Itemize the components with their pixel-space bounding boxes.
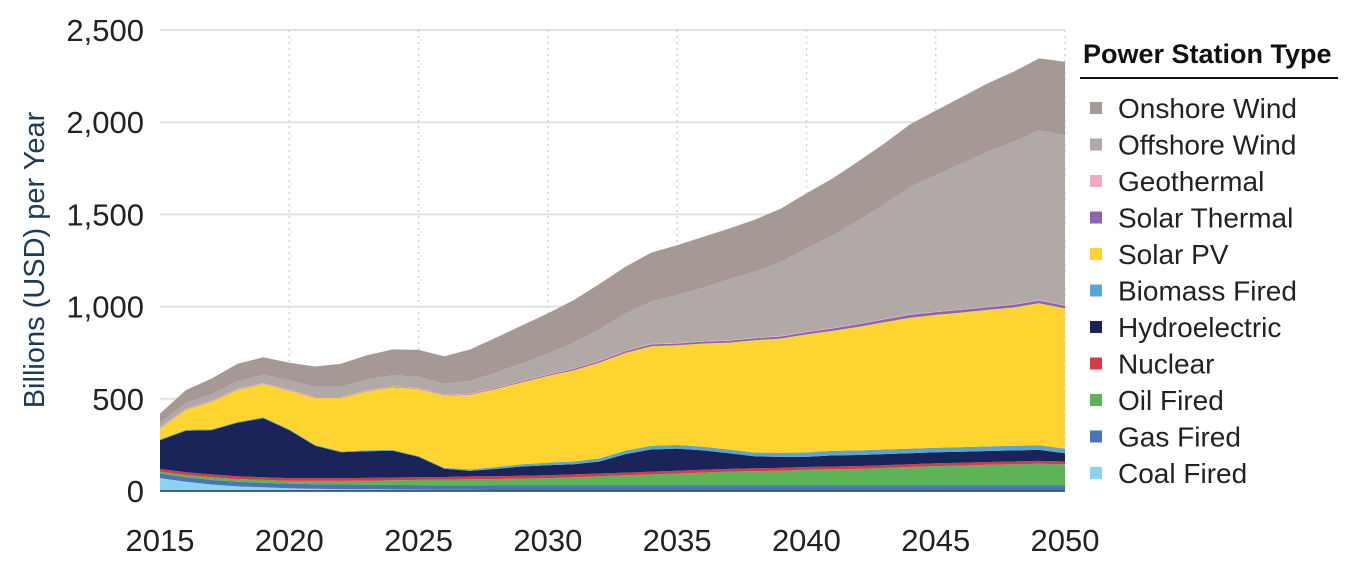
legend-label: Biomass Fired xyxy=(1118,276,1297,307)
x-tick-label: 2035 xyxy=(643,523,712,558)
area-coal-fired xyxy=(160,478,1065,491)
legend-item-solar-thermal: Solar Thermal xyxy=(1090,203,1293,234)
x-tick-label: 2045 xyxy=(901,523,970,558)
legend-swatch xyxy=(1090,467,1102,479)
legend-label: Solar Thermal xyxy=(1118,203,1293,234)
legend-swatch xyxy=(1090,321,1102,333)
legend-item-coal-fired: Coal Fired xyxy=(1090,458,1247,489)
legend-label: Nuclear xyxy=(1118,349,1214,380)
legend-swatch xyxy=(1090,284,1102,297)
legend-item-geothermal: Geothermal xyxy=(1090,166,1264,197)
legend-label: Solar PV xyxy=(1118,239,1229,270)
legend-title: Power Station Type xyxy=(1083,39,1332,69)
legend-label: Coal Fired xyxy=(1118,458,1247,489)
legend-items: Onshore Wind Offshore Wind Geothermal Solar… xyxy=(1090,93,1297,489)
y-tick-label: 0 xyxy=(127,474,144,509)
legend-item-oil-fired: Oil Fired xyxy=(1090,385,1224,416)
legend: Power Station Type Onshore Wind Offshore … xyxy=(1080,39,1338,489)
legend-item-onshore-wind: Onshore Wind xyxy=(1090,93,1297,124)
legend-item-hydroelectric: Hydroelectric xyxy=(1090,312,1281,343)
legend-item-solar-pv: Solar PV xyxy=(1090,239,1229,270)
legend-label: Hydroelectric xyxy=(1118,312,1281,343)
legend-label: Oil Fired xyxy=(1118,385,1224,416)
x-tick-label: 2050 xyxy=(1031,523,1100,558)
legend-swatch xyxy=(1090,430,1102,443)
x-tick-label: 2040 xyxy=(772,523,841,558)
x-tick-label: 2020 xyxy=(255,523,324,558)
legend-swatch xyxy=(1090,394,1102,406)
area-onshore-wind xyxy=(160,58,1065,423)
area-nuclear xyxy=(160,460,1065,481)
y-tick-label: 2,500 xyxy=(66,13,144,48)
legend-swatch xyxy=(1090,211,1102,224)
legend-swatch xyxy=(1090,102,1102,114)
y-tick-labels: 0 500 1,000 1,500 2,000 2,500 xyxy=(66,13,144,509)
legend-item-offshore-wind: Offshore Wind xyxy=(1090,130,1296,161)
legend-swatch xyxy=(1090,357,1102,370)
legend-swatch xyxy=(1090,175,1102,187)
legend-swatch xyxy=(1090,248,1102,260)
area-offshore-wind xyxy=(160,130,1065,428)
area-oil-fired xyxy=(160,463,1065,486)
legend-label: Gas Fired xyxy=(1118,422,1241,453)
x-tick-labels: 2015 2020 2025 2030 2035 2040 2045 2050 xyxy=(126,523,1100,558)
area-hydroelectric xyxy=(160,418,1065,479)
x-tick-label: 2015 xyxy=(126,523,195,558)
x-tick-label: 2025 xyxy=(384,523,453,558)
legend-item-biomass-fired: Biomass Fired xyxy=(1090,276,1297,307)
y-tick-label: 1,000 xyxy=(66,290,144,325)
legend-item-nuclear: Nuclear xyxy=(1090,349,1214,380)
legend-label: Onshore Wind xyxy=(1118,93,1297,124)
area-series xyxy=(160,58,1065,491)
legend-item-gas-fired: Gas Fired xyxy=(1090,422,1241,453)
y-tick-label: 1,500 xyxy=(66,197,144,232)
y-tick-label: 500 xyxy=(92,382,144,417)
x-tick-label: 2030 xyxy=(513,523,582,558)
area-gas-fired xyxy=(160,473,1065,491)
area-solar-pv xyxy=(160,303,1065,470)
legend-swatch xyxy=(1090,138,1102,151)
y-axis-label: Billions (USD) per Year xyxy=(19,111,51,408)
legend-label: Geothermal xyxy=(1118,166,1264,197)
y-tick-label: 2,000 xyxy=(66,105,144,140)
legend-label: Offshore Wind xyxy=(1118,130,1296,161)
